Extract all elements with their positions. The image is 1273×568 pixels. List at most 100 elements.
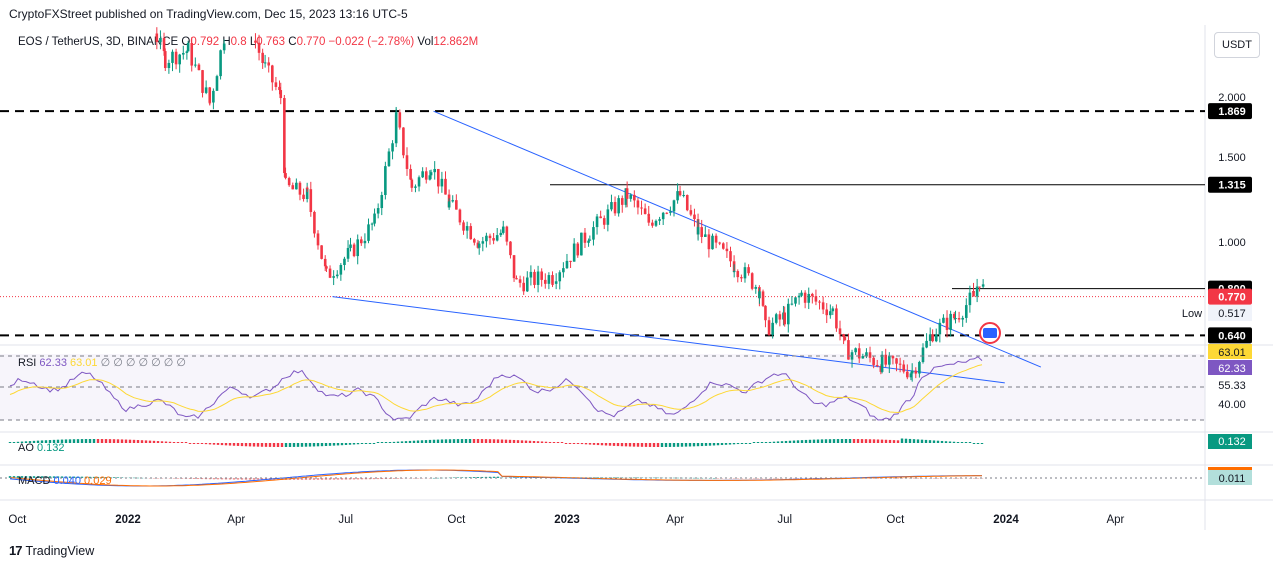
ao-bar — [920, 439, 924, 443]
ao-bar — [728, 443, 732, 445]
candle-body — [964, 305, 968, 318]
candle-body — [291, 185, 295, 190]
ao-bar — [200, 443, 204, 444]
ao-bar — [108, 439, 112, 443]
ao-bar — [672, 443, 676, 447]
ao-bar — [900, 438, 904, 443]
rsi-axis-label-bg — [1208, 360, 1252, 375]
candle-body — [261, 52, 264, 63]
ao-bar — [492, 439, 496, 443]
ao-bar — [408, 440, 412, 443]
ao-bar — [580, 443, 584, 445]
candle-body — [580, 232, 583, 256]
price-label: 1.315 — [1218, 180, 1246, 192]
rsi-ma-value: 63.01 — [70, 357, 98, 369]
macd-histogram-bar — [696, 477, 700, 479]
macd-histogram-bar — [896, 478, 900, 479]
ao-bar — [832, 439, 836, 443]
macd-histogram-bar — [320, 478, 324, 480]
price-label-bg — [1208, 176, 1252, 193]
candle-body — [328, 268, 332, 278]
macd-histogram-bar — [244, 478, 248, 480]
macd-histogram-bar — [12, 476, 16, 478]
ao-bar — [684, 443, 688, 447]
ao-bar — [28, 441, 32, 443]
x-tick-label: Apr — [1106, 514, 1124, 526]
candle-body — [961, 317, 964, 320]
macd-histogram-bar — [912, 478, 916, 479]
ao-bar — [816, 439, 820, 443]
macd-histogram-bar — [796, 478, 800, 479]
ao-bar — [432, 439, 436, 443]
x-tick-label: 2023 — [554, 514, 580, 526]
candle-body — [682, 195, 685, 197]
ao-bar — [328, 443, 332, 446]
candle-body — [783, 312, 786, 325]
ao-value: 0.132 — [36, 442, 65, 454]
ao-bar — [412, 440, 416, 443]
ao-bar — [36, 440, 40, 443]
candle-body — [895, 358, 898, 364]
candle-body — [429, 172, 433, 176]
macd-signal-line — [9, 469, 982, 487]
ao-bar — [896, 440, 900, 443]
candle-body — [163, 51, 167, 69]
macd-histogram-bar — [176, 478, 180, 479]
ao-bar — [396, 441, 400, 443]
ao-bar — [700, 443, 704, 447]
candle-body — [880, 354, 884, 372]
currency-button[interactable]: USDT — [1214, 32, 1260, 58]
ao-bar — [224, 443, 228, 446]
rsi-ma-line — [9, 364, 983, 414]
candle-body — [740, 277, 743, 279]
macd-histogram-bar — [892, 478, 896, 479]
footer-brand[interactable]: 17 TradingView — [9, 543, 94, 558]
ao-bar — [52, 439, 56, 443]
macd-histogram-bar — [204, 478, 208, 480]
macd-histogram-bar — [772, 478, 776, 479]
macd-histogram-bar — [56, 476, 60, 478]
ao-bar — [848, 439, 852, 443]
candle-body — [274, 82, 278, 87]
rsi-legend: RSI 62.33 63.01 ∅ ∅ ∅ ∅ ∅ ∅ ∅ — [18, 356, 186, 369]
ao-bar — [912, 439, 916, 443]
ao-bar — [764, 442, 768, 443]
ao-bar — [856, 439, 860, 443]
candle-body — [786, 303, 790, 325]
candle-body — [872, 357, 875, 366]
macd-histogram-bar — [676, 477, 680, 479]
rsi-axis-label: 40.00 — [1218, 399, 1246, 411]
macd-histogram-bar — [752, 478, 756, 479]
candle-body — [949, 313, 952, 330]
candle-body — [462, 222, 465, 231]
ao-bar — [40, 440, 44, 443]
macd-histogram-bar — [92, 476, 96, 478]
candle-body — [888, 356, 891, 365]
candle-body — [178, 54, 181, 65]
candle-body — [700, 227, 703, 237]
ao-bar — [944, 441, 948, 443]
candle-body — [505, 226, 509, 242]
candle-body — [394, 112, 398, 115]
ao-bar — [656, 443, 660, 447]
candle-body — [376, 208, 380, 214]
ao-bar — [708, 443, 712, 446]
macd-histogram-bar — [212, 478, 216, 480]
candle-body — [501, 226, 505, 233]
x-tick-label: Jul — [338, 514, 353, 526]
macd-histogram-bar — [476, 477, 480, 478]
candle-body — [171, 51, 174, 63]
macd-histogram-bar — [88, 476, 92, 478]
ao-bar — [496, 439, 500, 443]
candle-body — [481, 241, 485, 244]
candle-body — [891, 356, 895, 359]
candle-body — [750, 273, 754, 289]
candle-body — [254, 40, 257, 43]
ao-bar — [196, 443, 200, 444]
ao-bar — [236, 443, 240, 446]
ao-bar — [368, 443, 372, 444]
ao-bar — [768, 441, 772, 443]
macd-histogram-bar — [228, 478, 232, 480]
candle-body — [732, 271, 736, 273]
